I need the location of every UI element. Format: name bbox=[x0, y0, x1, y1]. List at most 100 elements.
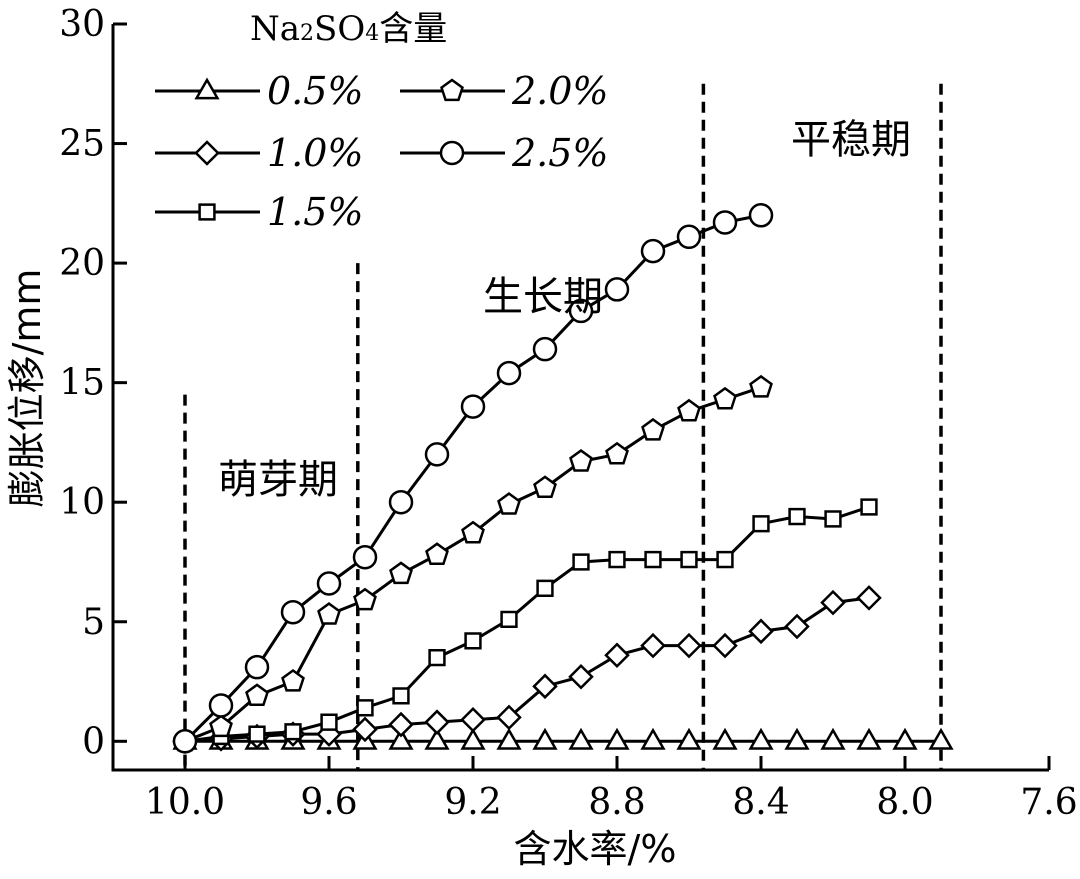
data-point bbox=[496, 704, 522, 731]
legend-marker bbox=[439, 140, 465, 166]
data-point bbox=[496, 727, 522, 750]
data-point bbox=[244, 654, 270, 680]
data-point bbox=[572, 553, 590, 571]
data-point bbox=[928, 727, 954, 750]
data-point bbox=[677, 398, 701, 422]
data-point bbox=[245, 683, 269, 707]
data-point bbox=[317, 602, 341, 625]
data-point bbox=[644, 550, 662, 569]
data-point bbox=[248, 725, 266, 743]
y-tick-label: 5 bbox=[82, 602, 105, 643]
legend-item-circle: 2.5% bbox=[400, 131, 609, 175]
legend-item-diamond: 1.0% bbox=[155, 131, 364, 175]
data-point bbox=[388, 727, 414, 750]
legend-title: Na2SO4含量 bbox=[250, 9, 447, 49]
data-point bbox=[856, 585, 882, 611]
series-diamond bbox=[172, 585, 882, 755]
data-point bbox=[500, 610, 518, 629]
phase-dividers bbox=[183, 83, 943, 770]
legend: Na2SO4含量 0.5% 1.0% 1.5% 2.0% 2.5% bbox=[155, 9, 609, 234]
data-point bbox=[820, 589, 846, 616]
data-point bbox=[497, 492, 521, 515]
data-point bbox=[464, 632, 482, 650]
data-point bbox=[748, 727, 774, 750]
data-point bbox=[752, 515, 770, 533]
data-point bbox=[460, 707, 486, 733]
data-point bbox=[353, 587, 377, 611]
legend-label: 1.0% bbox=[267, 131, 364, 175]
data-point bbox=[676, 224, 702, 250]
data-point bbox=[284, 723, 302, 741]
data-point bbox=[424, 727, 450, 750]
data-point bbox=[784, 727, 810, 750]
data-point bbox=[352, 544, 378, 570]
data-point bbox=[788, 507, 806, 526]
series-line bbox=[184, 386, 762, 743]
legend-marker bbox=[198, 203, 216, 221]
data-point bbox=[640, 727, 666, 750]
data-point bbox=[425, 542, 449, 565]
x-tick-label: 8.0 bbox=[876, 782, 933, 823]
data-point bbox=[568, 663, 594, 690]
data-point bbox=[568, 727, 594, 750]
data-point bbox=[604, 277, 630, 302]
data-point bbox=[749, 374, 773, 398]
phase-label-germination: 萌芽期 bbox=[218, 457, 338, 503]
data-point bbox=[533, 475, 557, 499]
legend-label: 2.0% bbox=[511, 69, 609, 113]
y-tick-label: 20 bbox=[59, 243, 105, 284]
data-point bbox=[712, 727, 738, 750]
data-point bbox=[392, 687, 410, 705]
data-point bbox=[496, 360, 522, 386]
x-axis-title: 含水率/% bbox=[514, 827, 677, 871]
y-tick-label: 10 bbox=[59, 482, 105, 523]
data-point bbox=[713, 386, 737, 410]
data-point bbox=[280, 599, 306, 625]
legend-label: 0.5% bbox=[267, 69, 364, 113]
data-point bbox=[424, 709, 450, 735]
x-tick-label: 8.4 bbox=[732, 782, 789, 823]
legend-label: 1.5% bbox=[267, 190, 364, 234]
legend-item-triangle: 0.5% bbox=[155, 69, 364, 113]
x-tick-label: 7.6 bbox=[1020, 782, 1077, 823]
data-point bbox=[532, 727, 558, 750]
data-point bbox=[712, 210, 738, 235]
data-point bbox=[389, 561, 413, 585]
data-point bbox=[605, 441, 629, 465]
data-point bbox=[784, 613, 810, 640]
data-point bbox=[676, 632, 702, 659]
legend-item-square: 1.5% bbox=[155, 190, 364, 234]
data-point bbox=[352, 716, 378, 743]
x-tick-label: 8.8 bbox=[588, 782, 645, 823]
data-point bbox=[568, 298, 594, 324]
phase-label-growth: 生长期 bbox=[483, 274, 603, 320]
data-point bbox=[604, 727, 630, 750]
data-point bbox=[680, 550, 698, 569]
data-point bbox=[716, 550, 734, 569]
axes: 0 5 10 15 20 25 30 10.0 9.6 9.2 8.8 8.4 8.0 7.6 bbox=[59, 4, 1077, 823]
data-point bbox=[820, 727, 846, 750]
x-tick-label: 10.0 bbox=[145, 782, 225, 823]
series-square bbox=[176, 498, 878, 750]
data-point bbox=[536, 579, 554, 597]
data-point bbox=[208, 693, 234, 718]
data-point bbox=[532, 336, 558, 362]
data-point bbox=[424, 442, 450, 467]
data-point bbox=[824, 510, 842, 528]
y-axis-title: 膨胀位移/mm bbox=[5, 269, 49, 508]
legend-label: 2.5% bbox=[511, 131, 609, 175]
y-tick-label: 30 bbox=[59, 4, 105, 45]
y-tick-label: 0 bbox=[82, 721, 105, 762]
data-point bbox=[640, 632, 666, 659]
data-point bbox=[748, 203, 774, 228]
data-point bbox=[356, 699, 374, 717]
series-circle bbox=[172, 203, 774, 754]
data-point bbox=[460, 394, 486, 419]
data-point bbox=[320, 713, 338, 731]
data-point bbox=[748, 618, 774, 645]
data-point bbox=[209, 714, 233, 738]
data-point bbox=[608, 550, 626, 569]
data-point bbox=[388, 711, 414, 738]
data-point bbox=[892, 727, 918, 750]
